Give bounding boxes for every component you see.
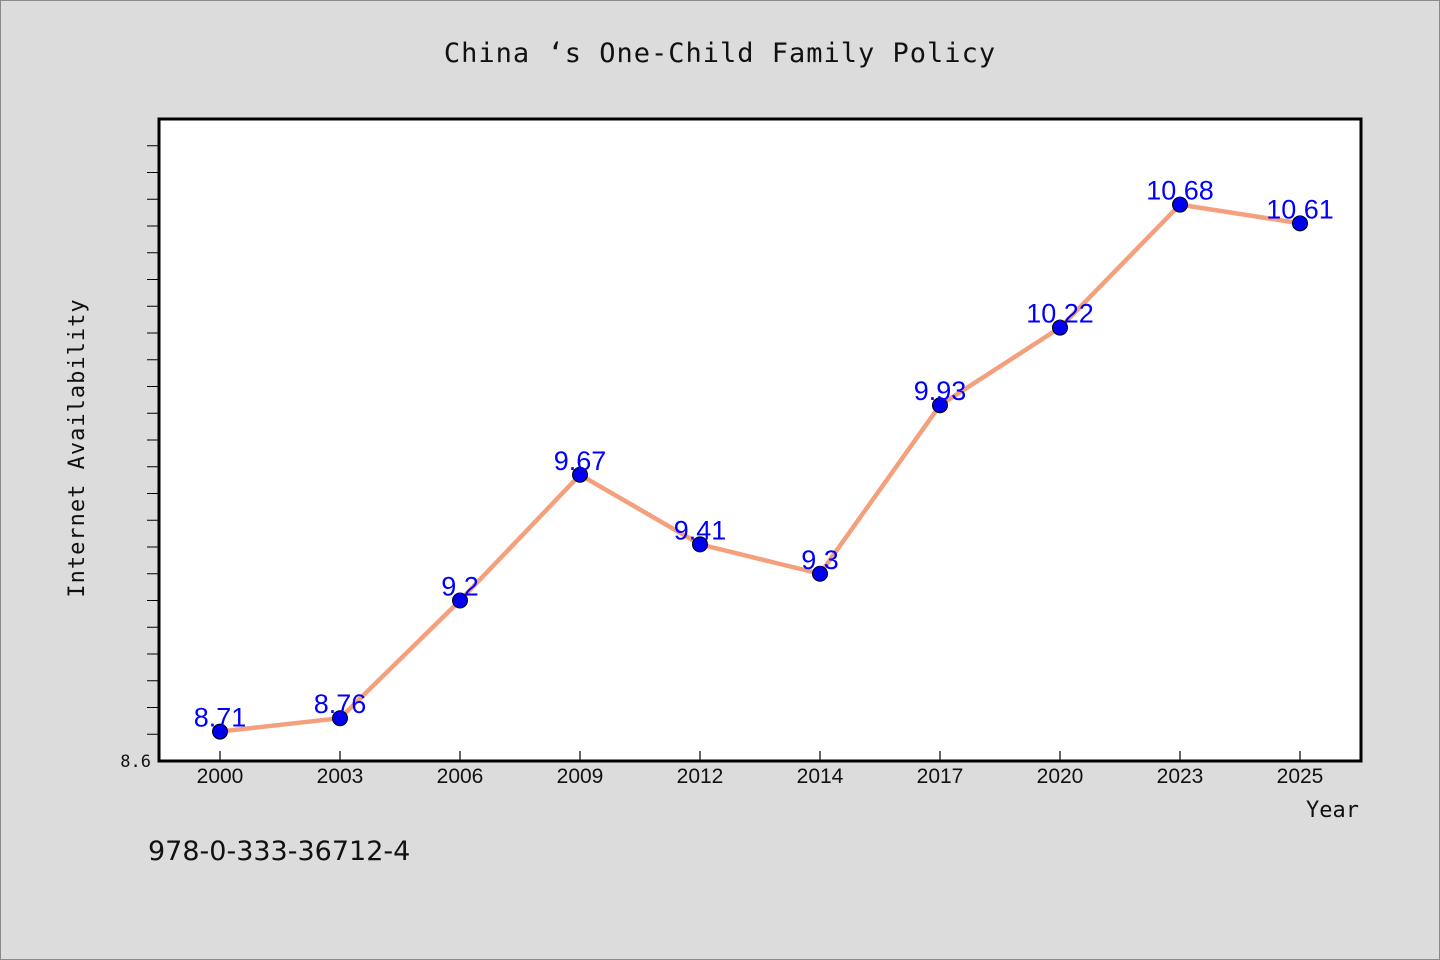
y-tick-label: 8.6: [120, 752, 151, 772]
data-point: [692, 536, 708, 553]
plot-area: [157, 117, 1363, 763]
x-tick-label: 2003: [317, 765, 364, 788]
x-tick-label: 2020: [1037, 765, 1084, 788]
data-point: [212, 723, 228, 740]
data-label: 9.41: [674, 515, 727, 545]
data-point: [332, 710, 348, 727]
data-label: 8.76: [314, 689, 367, 719]
data-point: [452, 592, 468, 609]
data-label: 9.67: [554, 446, 607, 476]
chart-title: China ‘s One-Child Family Policy: [443, 38, 997, 69]
x-tick-label: 2017: [917, 765, 964, 788]
data-label: 10.68: [1146, 176, 1214, 206]
x-tick-label: 2023: [1157, 765, 1204, 788]
x-axis-ticks: 2000 2003 2006 2009 2012 2014 2017 2020 2023 2025: [197, 751, 1324, 788]
data-label: 8.71: [194, 703, 247, 733]
data-label: 10.22: [1026, 299, 1094, 329]
isbn-code: 978-0-333-36712-4: [148, 836, 411, 867]
data-point: [932, 397, 948, 414]
x-axis-label: Year: [1306, 798, 1359, 823]
x-tick-label: 2000: [197, 765, 244, 788]
data-point: [572, 466, 588, 483]
x-tick-label: 2025: [1277, 765, 1324, 788]
data-point: [812, 565, 828, 582]
data-point: [1052, 319, 1068, 336]
x-tick-label: 2012: [677, 765, 724, 788]
x-tick-label: 2006: [437, 765, 484, 788]
x-tick-label: 2014: [797, 765, 844, 788]
data-label: 9.2: [441, 572, 479, 602]
x-tick-label: 2009: [557, 765, 604, 788]
data-labels: 8.71 8.76 9.2 9.67 9.41 9.3 9.93 10.22 10.68 10.6…: [194, 176, 1334, 733]
data-point: [1172, 196, 1188, 213]
y-axis-ticks: 8.6: [120, 145, 159, 772]
data-point: [1292, 215, 1308, 232]
y-axis-label: Internet Availability: [65, 298, 90, 597]
data-label: 9.3: [801, 545, 839, 575]
series-line: [219, 202, 1301, 734]
data-markers: [212, 196, 1308, 740]
data-label: 9.93: [914, 376, 967, 406]
data-label: 10.61: [1266, 194, 1334, 224]
